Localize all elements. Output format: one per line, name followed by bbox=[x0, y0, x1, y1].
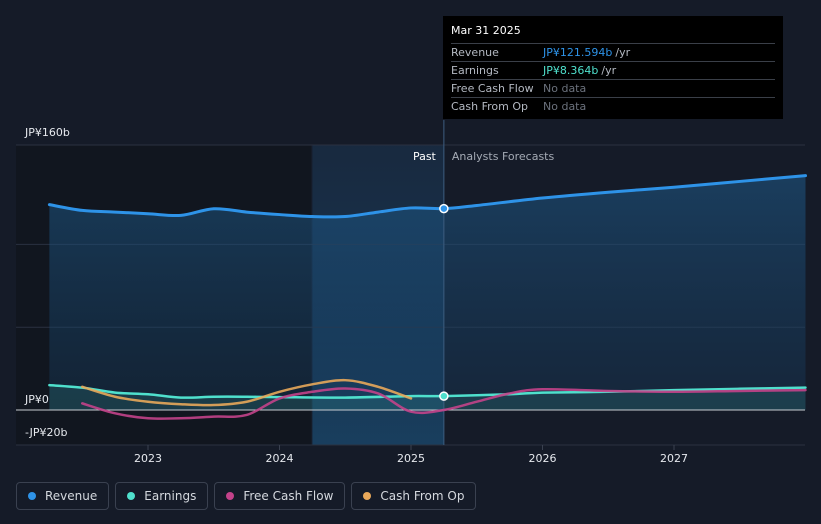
line-revenue bbox=[47, 174, 807, 219]
marker-revenue bbox=[439, 203, 449, 214]
tooltip-value: JP¥8.364b bbox=[543, 64, 599, 77]
past-label: Past bbox=[413, 150, 437, 163]
legend-label: Earnings bbox=[144, 489, 197, 503]
legend-dot-icon bbox=[226, 492, 235, 500]
tooltip-label: Earnings bbox=[451, 64, 499, 77]
legend-label: Revenue bbox=[45, 489, 98, 503]
tooltip-date: Mar 31 2025 bbox=[451, 24, 521, 37]
tooltip-value: No data bbox=[543, 100, 587, 113]
line-free-cash-flow bbox=[81, 387, 807, 420]
x-tick-label: 2023 bbox=[134, 452, 162, 465]
x-tick-label: 2025 bbox=[397, 452, 425, 465]
series-markers bbox=[439, 203, 449, 401]
x-tick-label: 2024 bbox=[266, 452, 294, 465]
tooltip-value: No data bbox=[543, 82, 587, 95]
legend-dot-icon bbox=[127, 492, 136, 500]
line-cash-from-op bbox=[81, 378, 413, 407]
legend-label: Free Cash Flow bbox=[243, 489, 334, 503]
y-axis-label-bottom: -JP¥20b bbox=[25, 426, 67, 439]
tooltip-row-free-cash-flow: Free Cash Flow No data bbox=[451, 79, 775, 97]
tooltip-row-cash-from-op: Cash From Op No data bbox=[451, 97, 775, 115]
x-tick-label: 2027 bbox=[660, 452, 688, 465]
legend-item-revenue[interactable]: Revenue bbox=[16, 482, 110, 510]
tooltip-label: Revenue bbox=[451, 46, 499, 59]
legend-dot-icon bbox=[28, 492, 36, 500]
marker-earnings bbox=[439, 391, 449, 401]
tooltip: Mar 31 2025 Revenue JP¥121.594b /yr Earn… bbox=[443, 16, 783, 119]
legend-label: Cash From Op bbox=[380, 489, 465, 503]
y-axis-label-zero: JP¥0 bbox=[24, 393, 49, 406]
tooltip-unit: /yr bbox=[615, 46, 631, 59]
y-axis-label-top: JP¥160b bbox=[24, 126, 70, 139]
legend-item-cash-from-op[interactable]: Cash From Op bbox=[351, 482, 477, 510]
tooltip-value: JP¥121.594b bbox=[543, 46, 613, 59]
x-axis: 2023 2024 2025 2026 2027 bbox=[134, 445, 688, 465]
tooltip-unit: /yr bbox=[601, 64, 617, 77]
tooltip-label: Free Cash Flow bbox=[451, 82, 534, 95]
series-lines bbox=[47, 174, 807, 420]
x-tick-label: 2026 bbox=[529, 452, 557, 465]
tooltip-row-earnings: Earnings JP¥8.364b /yr bbox=[451, 61, 775, 79]
legend-item-free-cash-flow[interactable]: Free Cash Flow bbox=[214, 482, 346, 510]
legend-item-earnings[interactable]: Earnings bbox=[115, 482, 209, 510]
legend: Revenue Earnings Free Cash Flow Cash Fro… bbox=[16, 482, 477, 510]
forecast-label: Analysts Forecasts bbox=[452, 150, 555, 163]
tooltip-label: Cash From Op bbox=[451, 100, 529, 113]
area-revenue bbox=[49, 175, 806, 410]
tooltip-row-revenue: Revenue JP¥121.594b /yr bbox=[451, 43, 775, 61]
legend-dot-icon bbox=[363, 492, 372, 500]
